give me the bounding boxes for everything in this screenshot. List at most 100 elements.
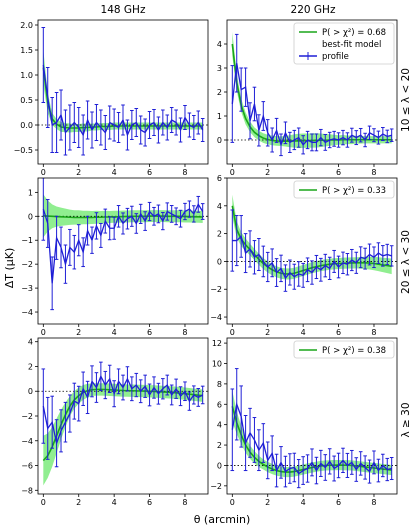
panel-2-legend: P( > χ²) = 0.68 best-fit model profile <box>293 22 395 65</box>
panel-1-y-tick-label: 1.0 <box>20 71 33 80</box>
row-label-3: λ ≥ 30 <box>400 402 412 437</box>
panel-1-plot-area <box>38 27 208 156</box>
panel-5-x-tick-label: 0 <box>41 498 46 507</box>
panel-3-y-tick-label: 1 <box>28 188 33 197</box>
panel-5: 0 2 4 6 8 −8 −6 −4 −2 0 2 4 <box>21 337 209 507</box>
panel-2-y-tick-label: 4 <box>217 40 222 49</box>
panel-6-y-tick-label: 4 <box>217 421 222 430</box>
panel-6-legend-box <box>293 340 395 359</box>
panel-1-y-tick-label: 2.0 <box>20 21 33 30</box>
panel-5-y-tick-label: 2 <box>28 362 33 371</box>
panel-4-y-tick-label: −2 <box>210 285 222 294</box>
panel-3-x-tick-label: 0 <box>41 328 46 337</box>
panel-6-x-tick-label: 2 <box>265 498 270 507</box>
panel-2-x-tick-label: 2 <box>265 168 270 177</box>
panel-1: 0 2 4 6 8 −0.5 0.0 0.5 1.0 1.5 2.0 <box>14 19 209 177</box>
panel-2: 0 2 4 6 8 0 1 2 3 4 P( > χ²) = 0.68 best-fit model p… <box>217 19 398 177</box>
panel-6-y-tick-label: −2 <box>210 482 222 491</box>
panel-6-x-tick-label: 8 <box>371 498 376 507</box>
panel-1-model-band <box>43 50 203 133</box>
panel-3-y-tick-label: −4 <box>21 308 33 317</box>
panel-6-frame <box>226 337 398 495</box>
panel-1-x-tick-label: 4 <box>112 168 117 177</box>
panel-5-x-tick-label: 2 <box>76 498 81 507</box>
panel-4-x-tick-label: 8 <box>371 328 376 337</box>
panel-5-profile-line <box>42 374 204 446</box>
panel-1-x-tick-label: 6 <box>147 168 152 177</box>
panel-1-y-tick-label: 0.0 <box>20 121 33 130</box>
row-label-2: 20 ≤ λ < 30 <box>400 230 412 294</box>
panel-5-y-tick-label: −4 <box>21 437 33 446</box>
panel-6-legend-chi2-label: P( > χ²) = 0.38 <box>322 346 386 356</box>
panel-4: 0 2 4 6 8 −4 −2 0 2 4 6 P( > χ²) = 0.33 <box>210 174 398 337</box>
panel-5-y-tick-label: −6 <box>21 462 33 471</box>
panel-2-legend-profile-label: profile <box>322 52 349 62</box>
panel-5-x-tick-label: 4 <box>112 498 117 507</box>
column-title-148: 148 GHz <box>101 4 146 16</box>
panel-3-profile-line <box>42 202 204 284</box>
panel-3-y-tick-label: −2 <box>21 260 33 269</box>
panel-4-x-tick-label: 0 <box>230 328 235 337</box>
panel-6-y-tick-label: 8 <box>217 380 222 389</box>
panel-4-y-tick-label: 6 <box>217 174 222 183</box>
panel-5-y-tick-label: −8 <box>21 486 33 495</box>
panel-1-y-tick-label: 1.5 <box>20 46 33 55</box>
panel-3-x-tick-label: 8 <box>182 328 187 337</box>
panel-6-plot-area <box>227 368 397 489</box>
panel-5-y-tick-label: 4 <box>28 338 33 347</box>
panel-4-legend-box <box>293 180 395 199</box>
panel-1-y-tick-label: −0.5 <box>14 146 33 155</box>
panel-2-x-tick-label: 6 <box>336 168 341 177</box>
panel-6-y-tick-label: 6 <box>217 400 222 409</box>
panel-3-x-tick-label: 4 <box>112 328 117 337</box>
panel-3-plot-area <box>38 178 208 311</box>
panel-2-x-tick-label: 8 <box>371 168 376 177</box>
panel-5-y-tick-label: 0 <box>28 387 33 396</box>
panel-2-profile-line <box>231 63 392 147</box>
panel-3-x-tick-label: 2 <box>76 328 81 337</box>
panel-5-x-tick-label: 6 <box>147 498 152 507</box>
panel-2-legend-model-label: best-fit model <box>322 40 381 50</box>
panel-4-frame <box>226 177 398 325</box>
panel-2-y-tick-label: 0 <box>217 136 222 145</box>
panel-4-y-tick-label: 4 <box>217 202 222 211</box>
panel-1-x-tick-label: 2 <box>76 168 81 177</box>
panel-5-plot-area <box>38 361 208 486</box>
panel-6-legend: P( > χ²) = 0.38 <box>293 340 395 359</box>
column-title-220: 220 GHz <box>291 4 336 16</box>
panel-4-x-tick-label: 4 <box>301 328 306 337</box>
panel-5-x-tick-label: 8 <box>182 498 187 507</box>
panel-6: 0 2 4 6 8 −2 0 2 4 6 8 10 12 P( > χ²) = 0.38 <box>210 337 398 507</box>
panel-4-y-tick-label: 2 <box>217 230 222 239</box>
panel-6-profile-line <box>231 401 392 475</box>
panel-3-y-tick-label: −1 <box>21 236 33 245</box>
panel-3-frame <box>37 177 209 325</box>
panel-2-x-tick-label: 4 <box>301 168 306 177</box>
panel-1-x-tick-label: 0 <box>41 168 46 177</box>
panel-3-y-tick-label: −3 <box>21 284 33 293</box>
panel-2-plot-area <box>227 32 397 157</box>
panel-3-x-tick-label: 6 <box>147 328 152 337</box>
panel-4-y-tick-label: −4 <box>210 313 222 322</box>
panel-2-y-tick-label: 2 <box>217 88 222 97</box>
panel-4-y-tick-label: 0 <box>217 257 222 266</box>
y-axis-title: ΔT (μK) <box>3 248 16 289</box>
panel-1-frame <box>37 19 209 165</box>
panel-6-x-tick-label: 4 <box>301 498 306 507</box>
panel-4-x-tick-label: 6 <box>336 328 341 337</box>
panel-6-y-tick-label: 0 <box>217 461 222 470</box>
panel-5-y-tick-label: −2 <box>21 412 33 421</box>
panel-2-y-tick-label: 1 <box>217 112 222 121</box>
panel-6-y-tick-label: 10 <box>212 359 222 368</box>
panel-2-y-tick-label: 3 <box>217 64 222 73</box>
panel-2-legend-box <box>293 22 395 65</box>
panel-1-profile-line <box>42 64 204 137</box>
panel-2-x-tick-label: 0 <box>230 168 235 177</box>
panel-6-x-tick-label: 6 <box>336 498 341 507</box>
panel-4-legend-chi2-label: P( > χ²) = 0.33 <box>322 186 386 196</box>
panel-4-legend: P( > χ²) = 0.33 <box>293 180 395 199</box>
panel-3: 0 2 4 6 8 −4 −3 −2 −1 0 1 <box>21 177 209 337</box>
panel-1-x-tick-label: 8 <box>182 168 187 177</box>
